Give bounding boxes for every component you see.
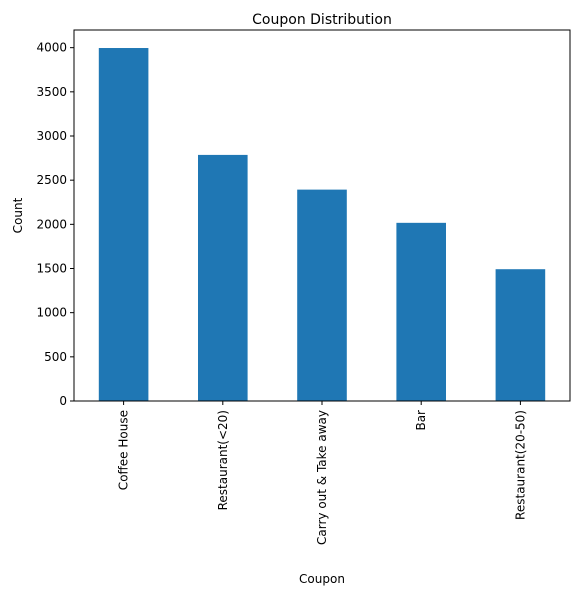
y-tick-label-3: 1500 <box>36 262 67 276</box>
y-tick-label-6: 3000 <box>36 129 67 143</box>
plot-frame <box>73 29 571 402</box>
bar-3 <box>396 222 446 401</box>
bar-0 <box>98 48 149 402</box>
x-tick-label-2: Carry out & Take away <box>315 410 329 545</box>
y-axis: 0 500 1000 1500 2000 2500 3000 3500 4000 <box>36 41 74 408</box>
x-tick-label-3: Bar <box>414 410 428 431</box>
x-axis: Coffee House Restaurant(<20) Carry out & T… <box>117 401 527 545</box>
x-tick-label-0: Coffee House <box>117 410 131 490</box>
x-tick-label-4: Restaurant(20-50) <box>513 410 527 520</box>
bars-group <box>98 48 546 402</box>
y-tick-label-5: 2500 <box>36 173 67 187</box>
y-axis-label: Count <box>11 197 25 233</box>
bar-2 <box>297 189 347 401</box>
y-tick-label-1: 500 <box>44 350 67 364</box>
y-tick-label-0: 0 <box>59 394 67 408</box>
bar-1 <box>198 154 248 401</box>
y-tick-label-8: 4000 <box>36 41 67 55</box>
y-tick-label-7: 3500 <box>36 85 67 99</box>
x-tick-label-1: Restaurant(<20) <box>216 410 230 510</box>
x-axis-label: Coupon <box>299 572 345 586</box>
bar-4 <box>495 269 546 401</box>
y-tick-label-2: 1000 <box>36 306 67 320</box>
y-tick-label-4: 2000 <box>36 217 67 231</box>
chart-title: Coupon Distribution <box>252 12 392 28</box>
